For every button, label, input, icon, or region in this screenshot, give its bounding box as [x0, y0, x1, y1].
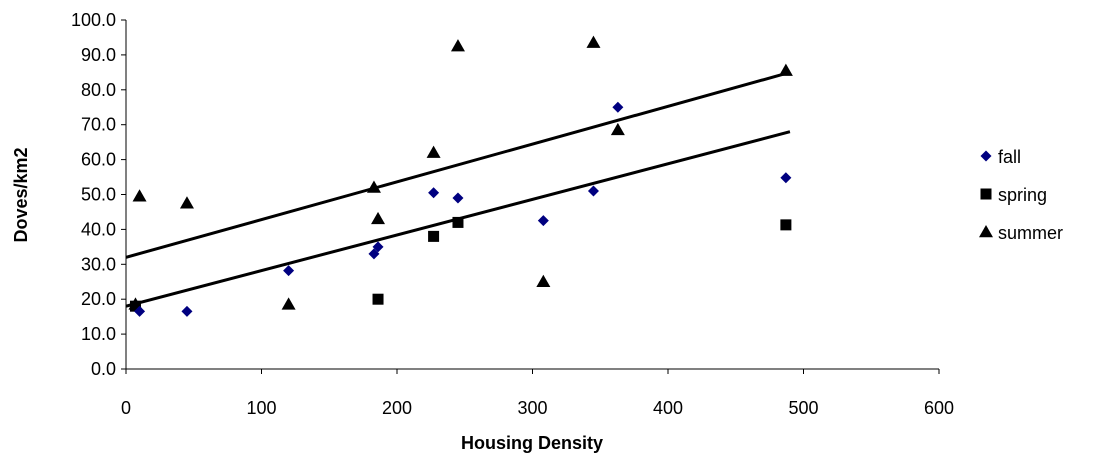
- data-point-spring: [452, 216, 464, 228]
- data-point-fall: [283, 265, 295, 277]
- data-point-summer: [778, 63, 793, 76]
- legend-label-fall: fall: [998, 147, 1021, 167]
- legend-label-spring: spring: [998, 185, 1047, 205]
- legend: fall spring summer: [979, 147, 1063, 243]
- y-axis-title: Doves/km2: [11, 147, 31, 242]
- x-axis-title: Housing Density: [461, 433, 603, 453]
- y-tick-label: 30.0: [81, 254, 116, 274]
- x-tick-label: 300: [517, 398, 547, 418]
- data-point-fall: [612, 101, 624, 113]
- x-tick-label: 400: [653, 398, 683, 418]
- data-point-fall: [181, 305, 193, 317]
- data-point-summer: [610, 122, 625, 136]
- y-tick-label: 40.0: [81, 219, 116, 239]
- y-tick-label: 100.0: [71, 10, 116, 30]
- data-point-summer: [132, 189, 147, 202]
- data-point-spring: [428, 230, 440, 242]
- y-tick-label: 90.0: [81, 45, 116, 65]
- legend-marker-fall: [980, 150, 992, 162]
- data-point-summer: [450, 39, 465, 52]
- x-tick-label: 0: [121, 398, 131, 418]
- data-point-summer: [281, 297, 296, 310]
- y-tick-label: 60.0: [81, 150, 116, 170]
- data-point-fall: [537, 215, 549, 227]
- plot-area: 0.0 10.0 20.0 30.0 40.0 50.0 60.0 70.0 80.0 90.0 1…: [71, 10, 954, 418]
- data-point-fall: [134, 305, 146, 317]
- y-axis-ticks: 0.0 10.0 20.0 30.0 40.0 50.0 60.0 70.0 80.0 90.0 1…: [71, 10, 126, 379]
- data-point-fall: [428, 187, 440, 199]
- legend-label-summer: summer: [998, 223, 1063, 243]
- x-tick-label: 100: [246, 398, 276, 418]
- x-tick-label: 600: [924, 398, 954, 418]
- trend-line: [125, 70, 791, 259]
- data-point-summer: [179, 196, 194, 209]
- legend-marker-summer: [979, 225, 993, 238]
- legend-marker-spring: [980, 188, 992, 200]
- x-axis-ticks: 0 100 200 300 400 500 600: [121, 369, 954, 418]
- data-point-summer: [426, 145, 441, 158]
- data-point-spring: [780, 219, 792, 231]
- data-markers: [128, 35, 793, 317]
- y-tick-label: 0.0: [91, 359, 116, 379]
- data-point-summer: [366, 180, 381, 193]
- y-tick-label: 20.0: [81, 289, 116, 309]
- trend-lines: [125, 70, 791, 308]
- data-point-summer: [586, 35, 601, 48]
- y-tick-label: 70.0: [81, 115, 116, 135]
- data-point-summer: [536, 274, 551, 287]
- y-tick-label: 80.0: [81, 80, 116, 100]
- y-tick-label: 10.0: [81, 324, 116, 344]
- data-point-fall: [452, 192, 464, 204]
- data-point-fall: [587, 185, 599, 197]
- data-point-spring: [372, 293, 384, 305]
- x-tick-label: 200: [382, 398, 412, 418]
- data-point-fall: [780, 172, 792, 184]
- data-point-fall: [372, 241, 384, 253]
- x-tick-label: 500: [788, 398, 818, 418]
- data-point-summer: [371, 211, 386, 225]
- data-point-fall: [368, 248, 380, 260]
- y-tick-label: 50.0: [81, 185, 116, 205]
